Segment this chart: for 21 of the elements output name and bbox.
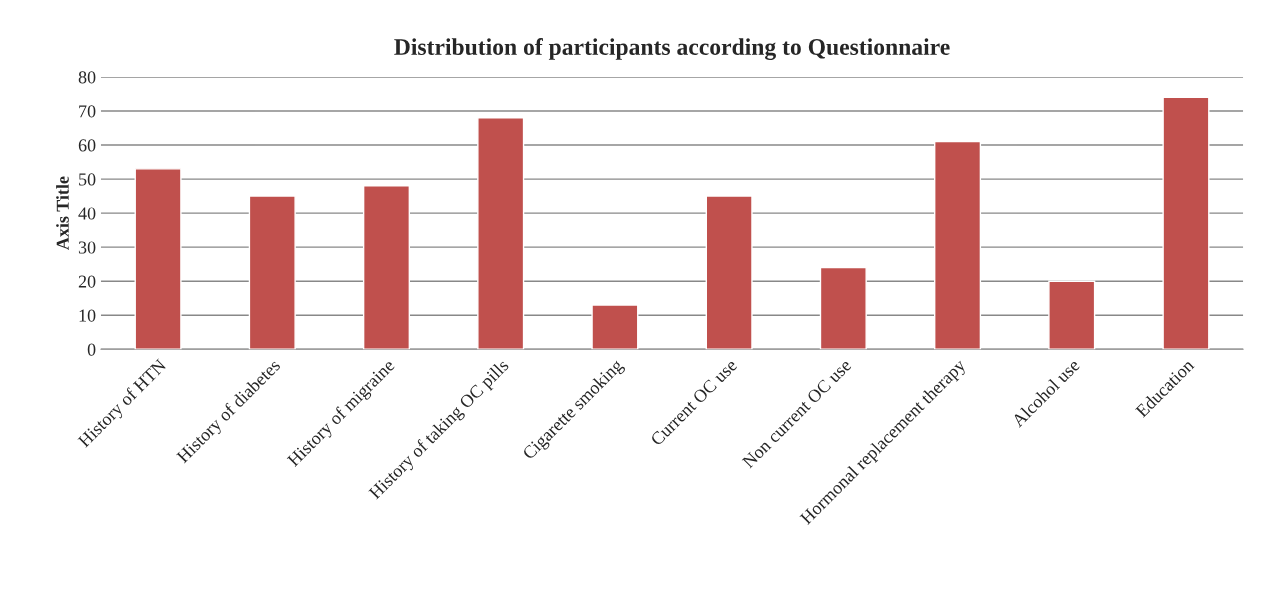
bar bbox=[934, 140, 982, 350]
bar bbox=[248, 195, 296, 350]
y-axis-title: Axis Title bbox=[56, 176, 69, 250]
y-tick-label: 70 bbox=[79, 105, 96, 118]
y-tick-label: 50 bbox=[79, 173, 96, 186]
y-tick-label: 40 bbox=[78, 207, 96, 220]
bar bbox=[705, 195, 753, 350]
y-tick-label: 10 bbox=[79, 309, 96, 322]
y-tick-label: 80 bbox=[78, 71, 96, 84]
bar bbox=[1048, 280, 1096, 350]
bar bbox=[591, 304, 639, 350]
bar bbox=[1162, 96, 1210, 350]
bar bbox=[362, 185, 411, 350]
y-tick-label: 0 bbox=[87, 343, 96, 356]
bar bbox=[819, 266, 867, 350]
y-tick-label: 30 bbox=[78, 241, 96, 254]
bar bbox=[134, 168, 182, 350]
y-tick-label: 20 bbox=[78, 275, 96, 288]
bar bbox=[477, 117, 525, 350]
y-tick-label: 60 bbox=[78, 139, 96, 152]
chart-title: Distribution of participants according to Questionnaire bbox=[394, 38, 950, 60]
